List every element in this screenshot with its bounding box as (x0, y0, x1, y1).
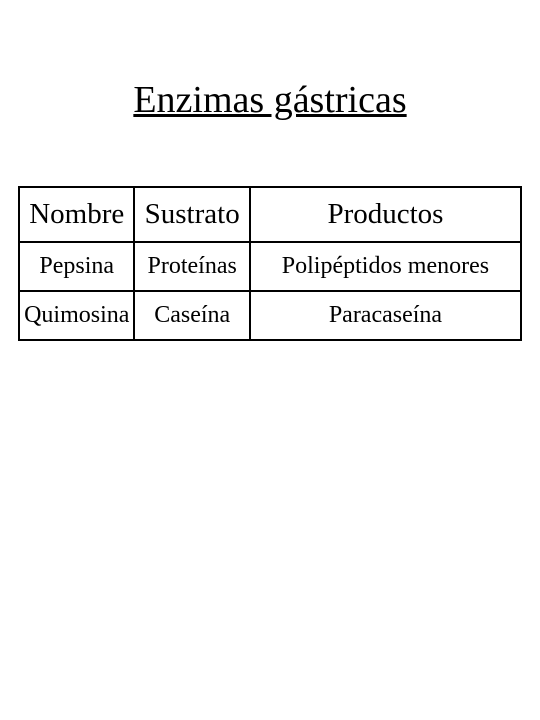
column-header-nombre: Nombre (19, 187, 134, 242)
column-header-productos: Productos (250, 187, 521, 242)
enzyme-table: Nombre Sustrato Productos Pepsina Proteí… (18, 186, 522, 341)
cell-productos: Paracaseína (250, 291, 521, 340)
cell-sustrato: Proteínas (134, 242, 249, 291)
cell-nombre: Quimosina (19, 291, 134, 340)
cell-sustrato: Caseína (134, 291, 249, 340)
column-header-sustrato: Sustrato (134, 187, 249, 242)
page-title: Enzimas gástricas (0, 78, 540, 122)
cell-productos: Polipéptidos menores (250, 242, 521, 291)
table-header-row: Nombre Sustrato Productos (19, 187, 521, 242)
table-row: Pepsina Proteínas Polipéptidos menores (19, 242, 521, 291)
enzyme-table-container: Nombre Sustrato Productos Pepsina Proteí… (0, 186, 540, 341)
table-row: Quimosina Caseína Paracaseína (19, 291, 521, 340)
cell-nombre: Pepsina (19, 242, 134, 291)
